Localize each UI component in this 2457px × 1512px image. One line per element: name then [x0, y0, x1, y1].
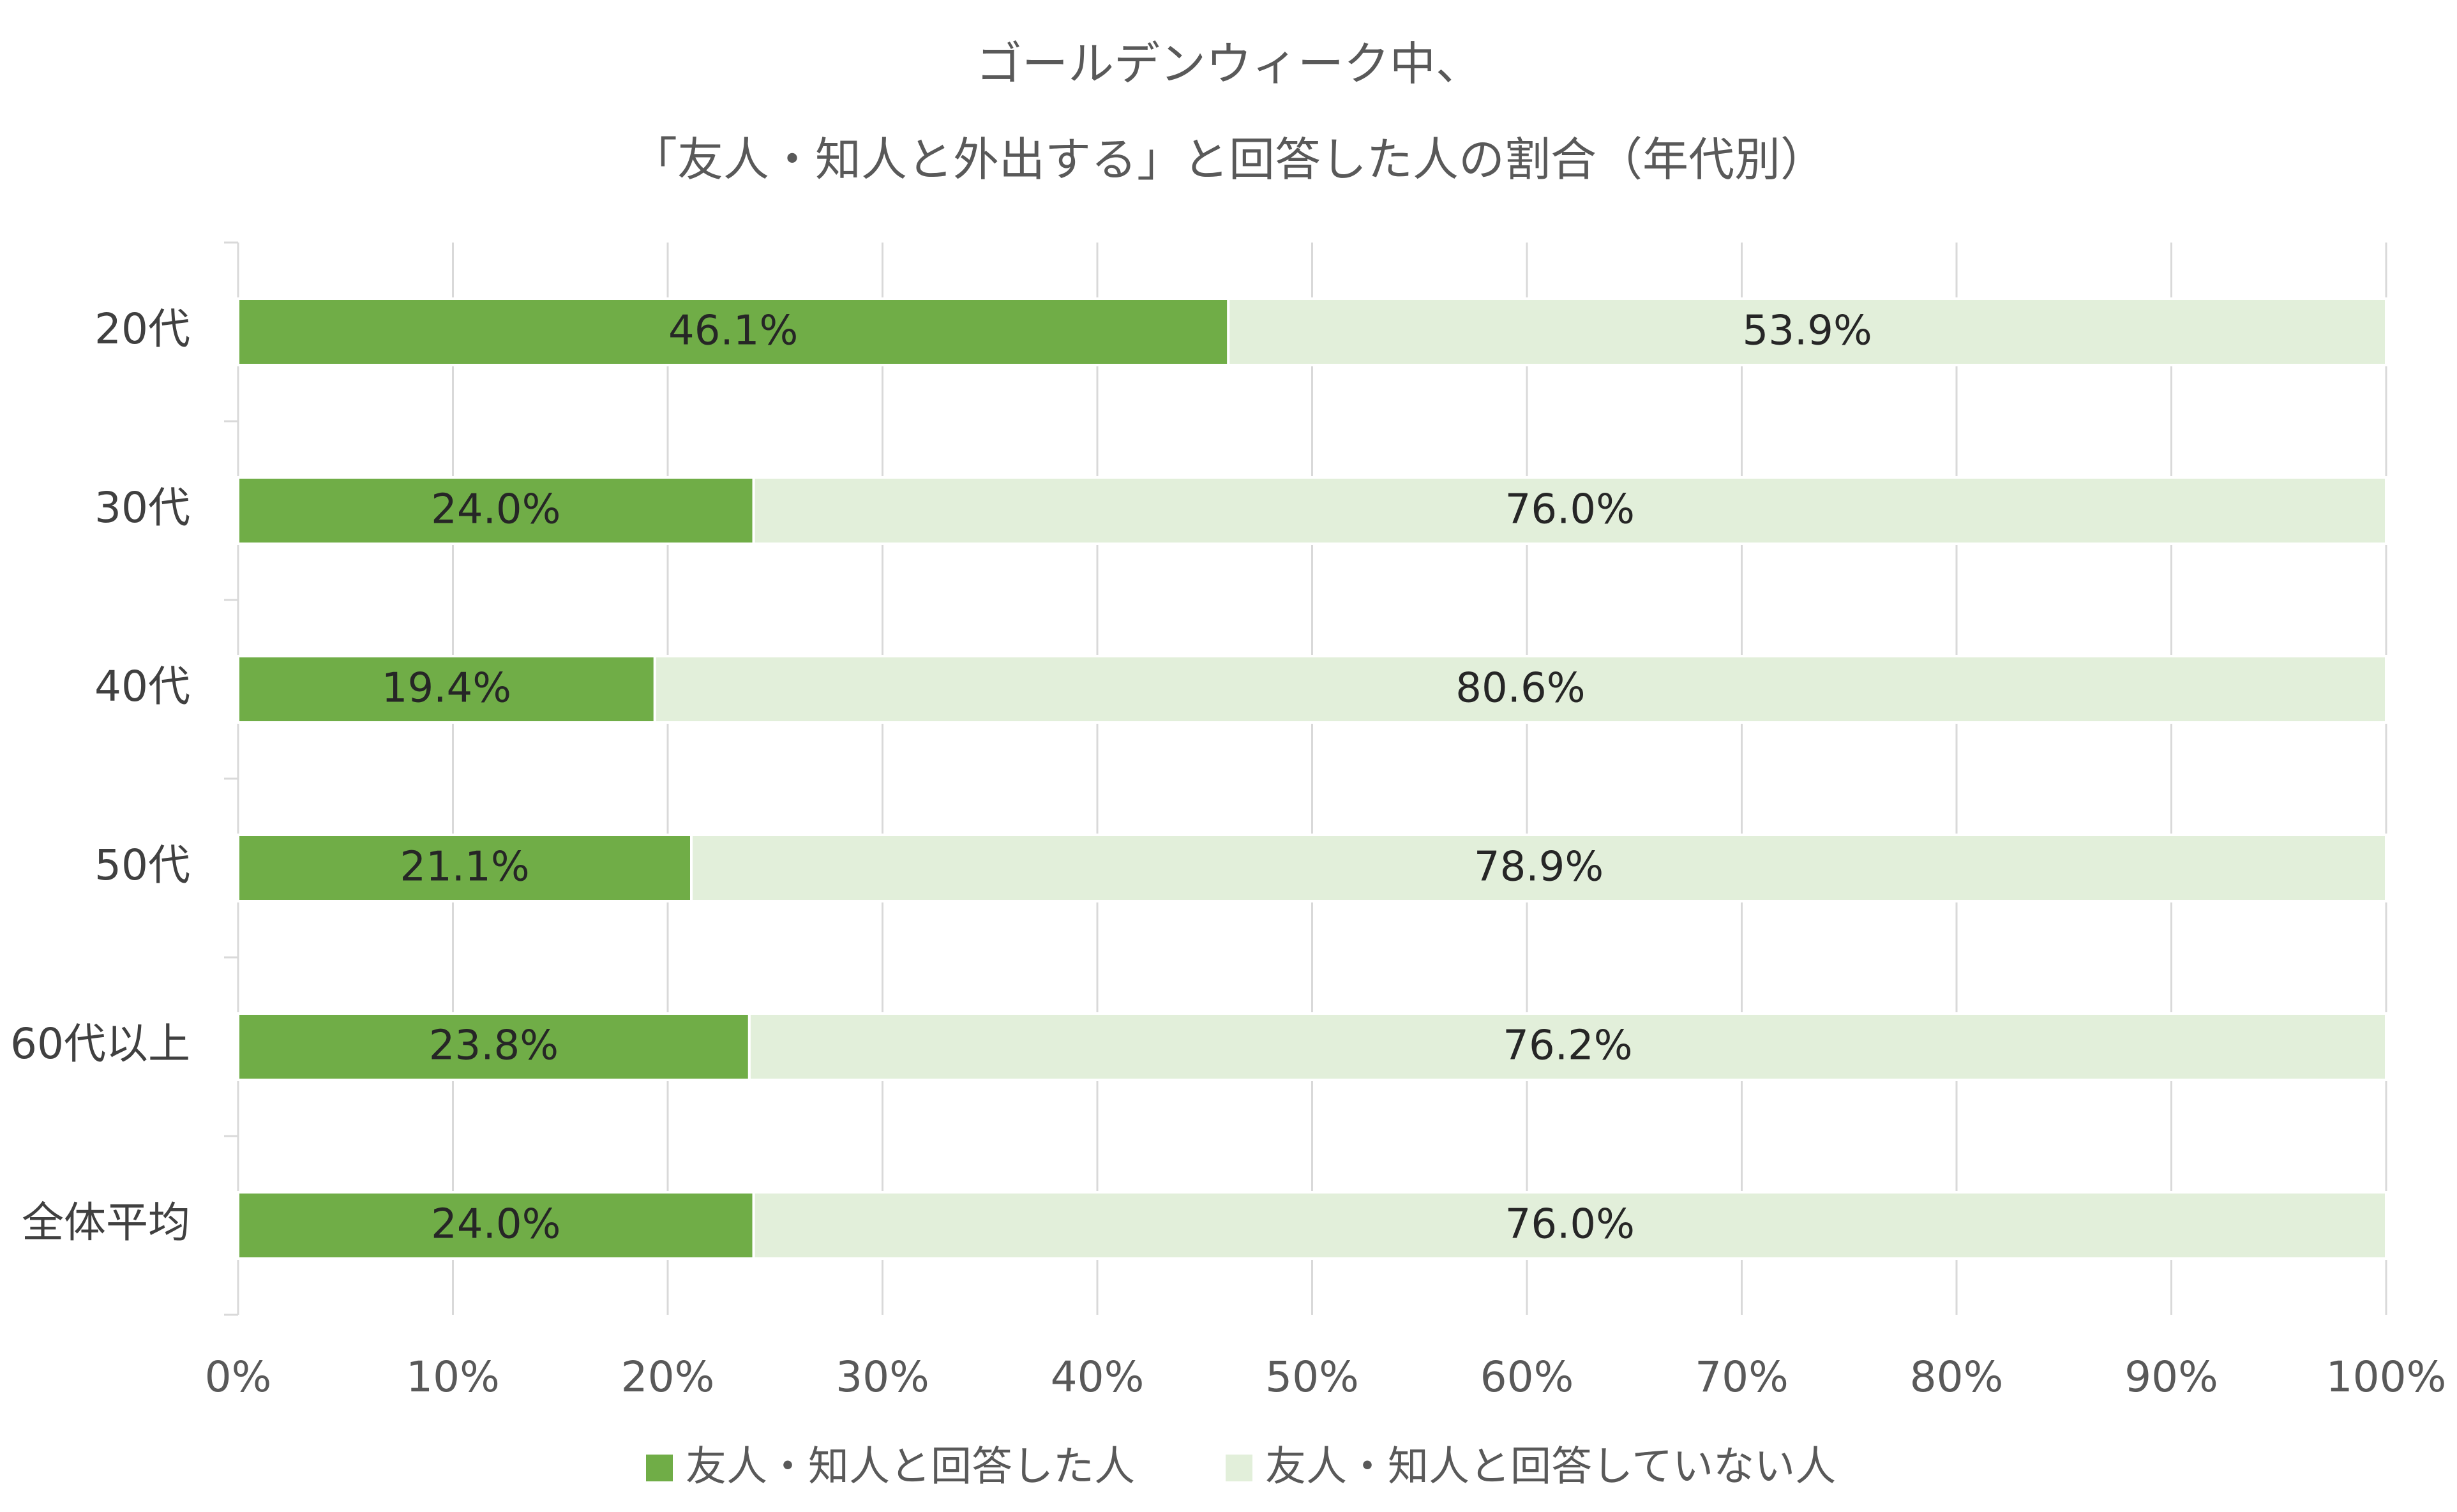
category-label: 60代以上	[10, 1019, 190, 1068]
bar-segment-series-2	[690, 834, 2388, 902]
category-label: 30代	[94, 483, 190, 532]
x-tick-label: 0%	[205, 1352, 272, 1402]
chart-title-line-1: ゴールデンウィーク中、	[976, 37, 1482, 91]
bar-segment-series-1	[237, 834, 693, 902]
bar-segment-series-1	[237, 655, 656, 724]
x-axis-tick-labels: 0% 10% 20% 30% 40% 50% 60% 70% 80% 90% 100%	[205, 1352, 2447, 1402]
legend: 友人・知人と回答した人 友人・知人と回答していない人	[646, 1444, 1836, 1491]
gridlines	[224, 241, 2387, 1316]
data-label: 53.9%	[1742, 308, 1872, 355]
x-tick-label: 60%	[1480, 1352, 1574, 1402]
data-label: 23.8%	[429, 1022, 559, 1070]
x-tick-label: 70%	[1695, 1352, 1789, 1402]
data-label: 78.9%	[1474, 844, 1604, 891]
category-label: 20代	[94, 304, 190, 354]
legend-swatch	[646, 1455, 673, 1481]
x-tick-label: 10%	[406, 1352, 500, 1402]
bar-segment-series-2	[1227, 297, 2387, 366]
data-label: 24.0%	[431, 1201, 560, 1248]
data-label: 76.0%	[1505, 1201, 1635, 1248]
category-label: 全体平均	[22, 1198, 190, 1247]
category-label: 40代	[94, 662, 190, 711]
legend-swatch	[1226, 1455, 1252, 1481]
bar-segment-series-2	[752, 476, 2387, 545]
data-label: 21.1%	[400, 844, 529, 891]
bar-segment-series-2	[748, 1012, 2387, 1081]
legend-label: 友人・知人と回答した人	[686, 1444, 1135, 1491]
legend-label: 友人・知人と回答していない人	[1265, 1444, 1836, 1491]
x-tick-label: 30%	[836, 1352, 929, 1402]
bars: 46.1% 53.9% 24.0% 76.0% 19.4% 80.6% 21.1% 78.9%…	[237, 297, 2388, 1260]
x-tick-label: 40%	[1051, 1352, 1145, 1402]
bar-segment-series-2	[752, 1191, 2387, 1260]
bar-segment-series-2	[653, 655, 2387, 724]
data-label: 76.2%	[1503, 1022, 1632, 1070]
chart-title-line-2: 「友人・知人と外出する」と回答した人の割合（年代別）	[631, 133, 1826, 186]
data-label: 19.4%	[382, 665, 511, 712]
x-tick-label: 80%	[1910, 1352, 2004, 1402]
x-tick-label: 20%	[621, 1352, 715, 1402]
data-label: 24.0%	[431, 486, 560, 534]
bar-segment-series-1	[237, 476, 755, 545]
x-tick-label: 100%	[2326, 1352, 2447, 1402]
x-tick-label: 50%	[1265, 1352, 1359, 1402]
bar-segment-series-1	[237, 1012, 751, 1081]
chart-title: ゴールデンウィーク中、 「友人・知人と外出する」と回答した人の割合（年代別）	[631, 37, 1826, 186]
data-label: 46.1%	[668, 308, 798, 355]
x-tick-label: 90%	[2124, 1352, 2218, 1402]
data-label: 76.0%	[1505, 486, 1635, 534]
data-label: 80.6%	[1455, 665, 1585, 712]
category-label: 50代	[94, 841, 190, 890]
